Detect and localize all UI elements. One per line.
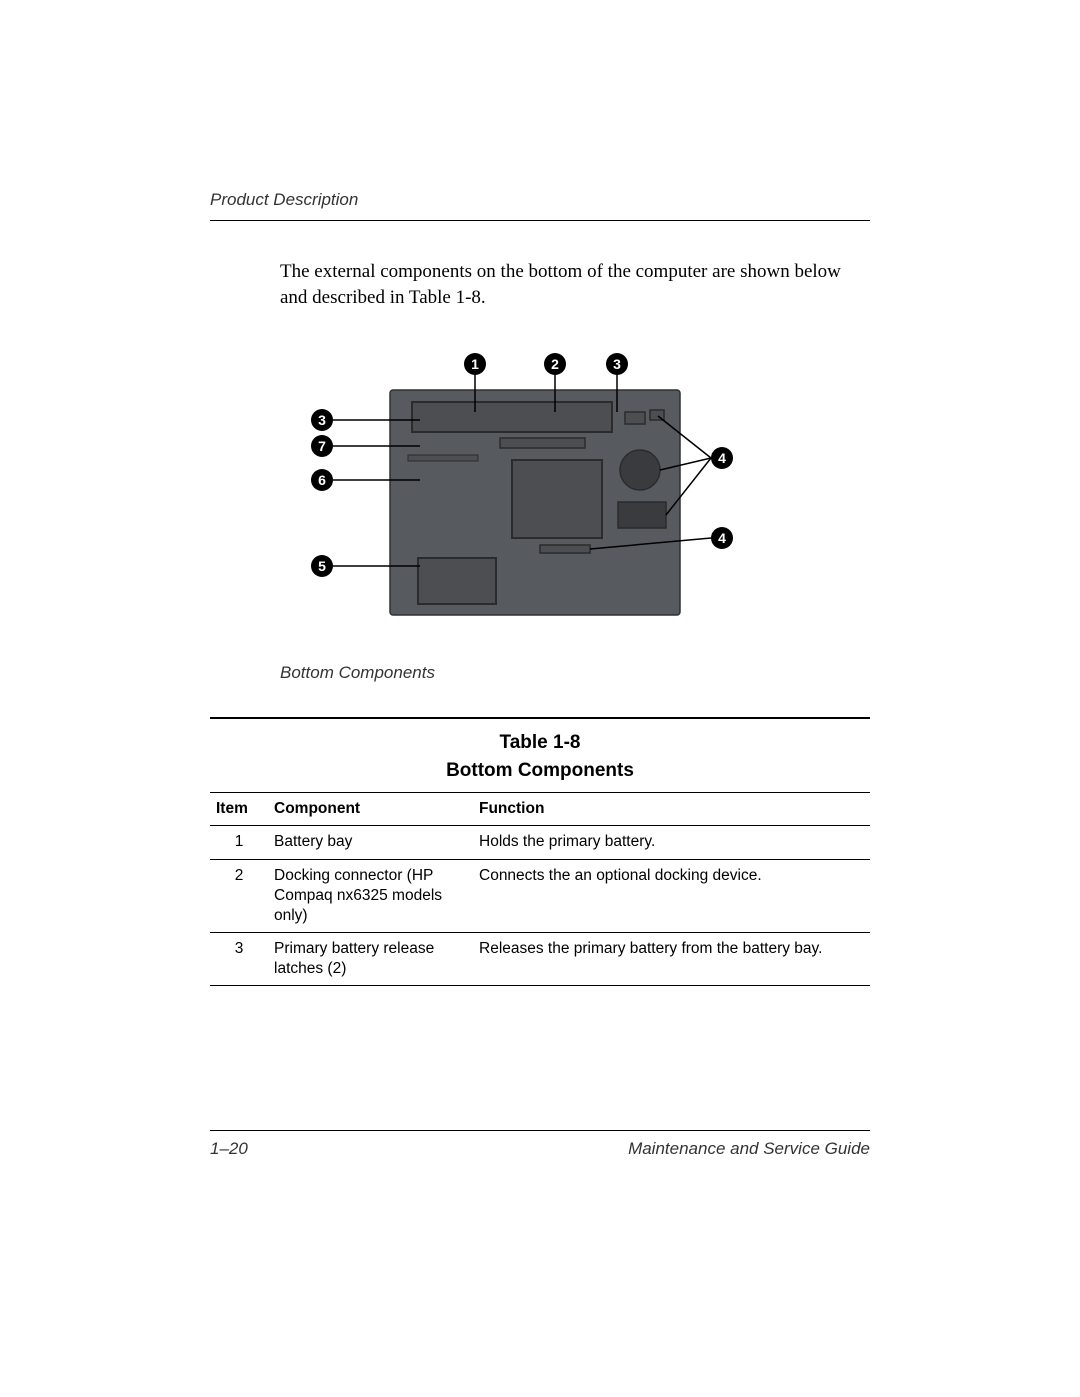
cell-component: Battery bay [268,826,473,859]
col-header-item: Item [210,793,268,826]
table-header-row: Item Component Function [210,793,870,826]
table-name: Bottom Components [446,760,634,781]
diagram-container: 1 2 3 3 7 6 5 4 4 Bottom Components [280,350,870,683]
table-row: 2Docking connector (HP Compaq nx6325 mod… [210,859,870,932]
svg-text:2: 2 [551,356,559,372]
cell-item: 1 [210,826,268,859]
svg-text:5: 5 [318,558,326,574]
footer-page-number: 1–20 [210,1139,248,1159]
cell-function: Holds the primary battery. [473,826,870,859]
cell-function: Releases the primary battery from the ba… [473,932,870,985]
svg-text:7: 7 [318,438,326,454]
svg-text:1: 1 [471,356,479,372]
svg-text:4: 4 [718,530,726,546]
cell-component: Primary battery release latches (2) [268,932,473,985]
bottom-components-diagram: 1 2 3 3 7 6 5 4 4 [280,350,750,630]
svg-text:3: 3 [318,412,326,428]
svg-text:6: 6 [318,472,326,488]
col-header-function: Function [473,793,870,826]
page-content: Product Description The external compone… [210,190,870,986]
table-title: Table 1-8 Bottom Components [210,729,870,784]
table-top-rule [210,717,870,719]
table-row: 3Primary battery release latches (2)Rele… [210,932,870,985]
cell-item: 2 [210,859,268,932]
table-row: 1Battery bayHolds the primary battery. [210,826,870,859]
col-header-component: Component [268,793,473,826]
svg-text:3: 3 [613,356,621,372]
cell-item: 3 [210,932,268,985]
table-block: Table 1-8 Bottom Components Item Compone… [210,717,870,986]
footer-rule [210,1130,870,1131]
intro-paragraph: The external components on the bottom of… [280,259,870,310]
cell-function: Connects the an optional docking device. [473,859,870,932]
components-table: Item Component Function 1Battery bayHold… [210,793,870,986]
footer-doc-title: Maintenance and Service Guide [628,1139,870,1159]
cell-component: Docking connector (HP Compaq nx6325 mode… [268,859,473,932]
page-footer: 1–20 Maintenance and Service Guide [210,1130,870,1159]
section-header: Product Description [210,190,870,210]
svg-text:4: 4 [718,450,726,466]
diagram-caption: Bottom Components [280,663,870,683]
table-label: Table 1-8 [500,732,581,753]
header-rule [210,220,870,221]
